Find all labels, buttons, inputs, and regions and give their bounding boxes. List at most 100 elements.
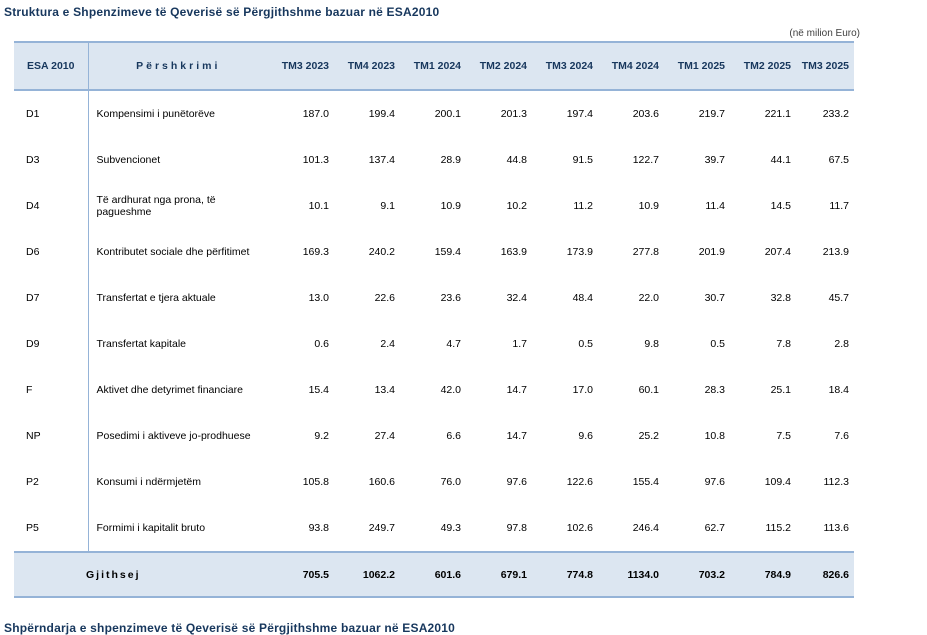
row-description: Kompensimi i punëtorëve <box>96 108 215 120</box>
row-value: 122.6 <box>566 476 593 488</box>
row-value: 97.6 <box>506 476 527 488</box>
row-value: 25.2 <box>638 430 659 442</box>
row-value: 101.3 <box>302 154 329 166</box>
row-value: 13.0 <box>308 292 329 304</box>
row-value: 6.6 <box>446 430 461 442</box>
row-value: 160.6 <box>368 476 395 488</box>
row-value: 122.7 <box>632 154 659 166</box>
row-value: 7.5 <box>776 430 791 442</box>
row-value: 115.2 <box>765 522 792 534</box>
row-value: 163.9 <box>500 246 527 258</box>
column-header-tm2-2024: TM2 2024 <box>466 41 532 91</box>
row-value: 14.7 <box>506 384 527 396</box>
page-title: Struktura e Shpenzimeve të Qeverisë së P… <box>4 5 440 19</box>
table-row: F Aktivet dhe detyrimet financiare 15.4 13.… <box>14 367 854 413</box>
row-code: NP <box>14 413 89 459</box>
row-description: Të ardhurat nga prona, të pagueshme <box>96 194 216 218</box>
row-value: 173.9 <box>566 246 593 258</box>
row-value: 44.8 <box>506 154 527 166</box>
row-value: 0.6 <box>314 338 329 350</box>
row-value: 105.8 <box>302 476 329 488</box>
row-value: 48.4 <box>572 292 593 304</box>
row-value: 240.2 <box>368 246 395 258</box>
row-value: 246.4 <box>632 522 659 534</box>
total-value: 679.1 <box>466 551 532 598</box>
expenditure-table: ESA 2010 Përshkrimi TM3 2023 TM4 2023 TM1 … <box>14 41 854 598</box>
row-value: 13.4 <box>374 384 395 396</box>
row-value: 9.1 <box>380 200 395 212</box>
column-header-tm3-2025: TM3 2025 <box>796 41 854 91</box>
row-value: 23.6 <box>440 292 461 304</box>
row-value: 42.0 <box>440 384 461 396</box>
row-value: 2.8 <box>834 338 849 350</box>
row-value: 10.2 <box>506 200 527 212</box>
row-value: 32.8 <box>770 292 791 304</box>
column-header-tm2-2025: TM2 2025 <box>730 41 796 91</box>
row-value: 11.7 <box>829 200 849 212</box>
row-value: 207.4 <box>764 246 791 258</box>
unit-note: (në milion Euro) <box>789 28 860 39</box>
table-row: D3 Subvencionet 101.3 137.4 28.9 44.8 91.5 122.… <box>14 137 854 183</box>
row-value: 4.7 <box>446 338 461 350</box>
row-value: 2.4 <box>380 338 395 350</box>
row-value: 112.3 <box>823 476 850 488</box>
row-value: 10.9 <box>638 200 659 212</box>
row-value: 201.3 <box>500 108 527 120</box>
total-value: 826.6 <box>796 551 854 598</box>
row-code: D1 <box>14 90 89 137</box>
row-value: 199.4 <box>368 108 395 120</box>
table-row: D7 Transfertat e tjera aktuale 13.0 22.6 23.… <box>14 275 854 321</box>
row-value: 7.8 <box>776 338 791 350</box>
row-value: 17.0 <box>572 384 593 396</box>
table-row: NP Posedimi i aktiveve jo-prodhuese 9.2 27.… <box>14 413 854 459</box>
row-value: 11.4 <box>705 200 725 212</box>
total-value: 1062.2 <box>334 551 400 598</box>
row-value: 28.9 <box>440 154 461 166</box>
row-value: 169.3 <box>302 246 329 258</box>
row-value: 203.6 <box>632 108 659 120</box>
total-label: Gjithsej <box>14 551 268 598</box>
row-value: 159.4 <box>434 246 461 258</box>
row-value: 201.9 <box>698 246 725 258</box>
column-header-tm4-2023: TM4 2023 <box>334 41 400 91</box>
row-value: 60.1 <box>638 384 659 396</box>
row-value: 14.7 <box>506 430 527 442</box>
row-description: Transfertat e tjera aktuale <box>96 292 216 304</box>
total-value: 1134.0 <box>598 551 664 598</box>
row-value: 11.2 <box>573 200 593 212</box>
row-value: 91.5 <box>572 154 593 166</box>
row-value: 249.7 <box>368 522 395 534</box>
row-value: 14.5 <box>770 200 791 212</box>
table-row: D4 Të ardhurat nga prona, të pagueshme 10.… <box>14 183 854 229</box>
row-code: D9 <box>14 321 89 367</box>
column-header-tm3-2023: TM3 2023 <box>268 41 334 91</box>
row-value: 221.1 <box>764 108 791 120</box>
table-body: D1 Kompensimi i punëtorëve 187.0 199.4 200.1… <box>14 90 854 552</box>
row-value: 30.7 <box>704 292 725 304</box>
row-value: 0.5 <box>578 338 593 350</box>
row-value: 93.8 <box>308 522 329 534</box>
row-value: 28.3 <box>704 384 725 396</box>
row-description: Kontributet sociale dhe përfitimet <box>96 246 250 258</box>
row-description: Konsumi i ndërmjetëm <box>96 476 201 488</box>
row-value: 233.2 <box>822 108 849 120</box>
row-value: 187.0 <box>302 108 329 120</box>
table-row: D6 Kontributet sociale dhe përfitimet 169.… <box>14 229 854 275</box>
row-description: Formimi i kapitalit bruto <box>96 522 206 534</box>
row-value: 97.8 <box>506 522 527 534</box>
column-header-esa2010: ESA 2010 <box>14 41 89 91</box>
row-value: 15.4 <box>308 384 329 396</box>
row-value: 9.8 <box>644 338 659 350</box>
row-code: P2 <box>14 459 89 505</box>
row-value: 200.1 <box>434 108 461 120</box>
row-value: 76.0 <box>440 476 461 488</box>
row-value: 22.6 <box>374 292 395 304</box>
row-description: Subvencionet <box>96 154 161 166</box>
total-value: 774.8 <box>532 551 598 598</box>
row-description: Aktivet dhe detyrimet financiare <box>96 384 244 396</box>
row-value: 62.7 <box>704 522 725 534</box>
column-header-pershkrimi: Përshkrimi <box>88 41 268 91</box>
column-header-tm3-2024: TM3 2024 <box>532 41 598 91</box>
row-code: D3 <box>14 137 89 183</box>
row-value: 109.4 <box>764 476 791 488</box>
